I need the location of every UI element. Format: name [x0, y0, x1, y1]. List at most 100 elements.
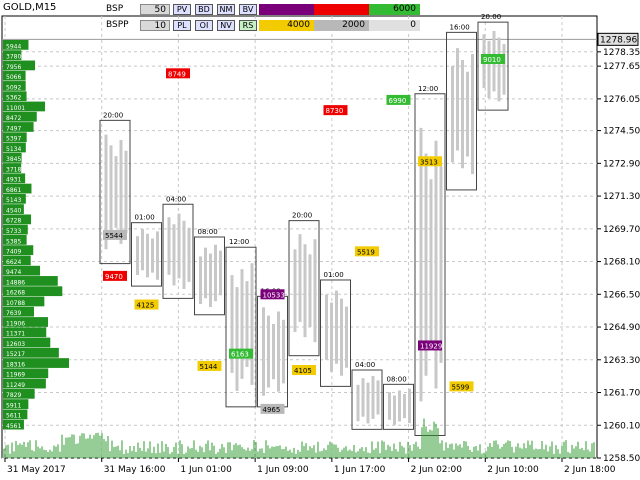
profile-bar-label: 4561 — [6, 423, 21, 430]
profile-bar-label: 5134 — [6, 146, 21, 153]
level-tag-label: 11929 — [420, 342, 442, 350]
level-tag-label: 9470 — [105, 273, 123, 281]
nm-button[interactable]: NM — [217, 4, 235, 15]
level-tag-label: 6990 — [389, 97, 407, 105]
profile-bar-label: 16268 — [6, 290, 25, 297]
color-level-10000: 10000 — [259, 4, 314, 15]
nv-button[interactable]: NV — [217, 20, 235, 31]
profile-bar — [3, 193, 26, 204]
profile-bar-label: 14886 — [6, 279, 25, 286]
profile-bar-label: 5944 — [6, 43, 21, 50]
profile-bar-label: 11906 — [6, 320, 25, 327]
profile-bar-label: 15217 — [6, 351, 25, 358]
profile-bar — [3, 337, 51, 348]
time-tick-label: 1 Jun 17:00 — [334, 465, 386, 475]
profile-bar — [3, 388, 35, 399]
profile-bar-label: 12603 — [6, 341, 25, 348]
profile-bar-label: 11001 — [6, 105, 25, 112]
session-box-label: 20:00 — [292, 212, 312, 220]
level-tag — [323, 105, 348, 116]
color-level-8000: 8000 — [314, 4, 369, 15]
session-box-label: 20:00 — [481, 13, 501, 21]
profile-bar-label: 11249 — [6, 382, 25, 389]
session-box — [225, 246, 257, 408]
session-box — [99, 119, 131, 265]
profile-bar-label: 3845 — [6, 156, 21, 163]
session-box — [288, 220, 320, 357]
level-tag — [134, 299, 159, 310]
session-box-label: 08:00 — [198, 228, 218, 236]
profile-bar-label: 6728 — [6, 218, 21, 225]
profile-bar — [3, 111, 37, 122]
time-tick-label: 2 Jun 10:00 — [487, 465, 539, 475]
time-tick-label: 2 Jun 18:00 — [564, 465, 616, 475]
time-tick-label: 1 Jun 09:00 — [257, 465, 309, 475]
profile-bar — [3, 245, 34, 256]
rs-button[interactable]: RS — [239, 20, 257, 31]
level-tag-label: 10533 — [263, 291, 285, 299]
level-tag-label: 4965 — [263, 406, 281, 414]
time-tick-label: 2 Jun 02:00 — [411, 465, 463, 475]
profile-bar — [3, 296, 45, 307]
price-tick-label: 1272.90 — [603, 159, 640, 169]
level-tag — [386, 94, 411, 105]
pv-button[interactable]: PV — [173, 4, 191, 15]
oi-button[interactable]: OI — [195, 20, 213, 31]
session-box — [477, 21, 509, 111]
profile-bar-label: 18316 — [6, 361, 25, 368]
profile-bar — [3, 81, 26, 91]
bsp-value-field[interactable]: 50 — [140, 4, 170, 15]
profile-bar-label: 4540 — [6, 207, 21, 214]
profile-bar-label: 5611 — [6, 413, 21, 420]
session-box — [446, 31, 477, 191]
profile-bar — [3, 317, 49, 327]
bspp-value-field[interactable]: 10 — [140, 20, 170, 31]
session-box — [131, 222, 162, 287]
profile-bar-label: 7639 — [6, 310, 21, 317]
profile-bar — [3, 419, 24, 430]
session-box-label: 04:00 — [166, 195, 186, 203]
bd-button[interactable]: BD — [195, 4, 213, 15]
profile-bar — [3, 255, 31, 266]
profile-bar-label: 11371 — [6, 331, 25, 338]
price-tick-label: 1276.05 — [603, 95, 640, 105]
profile-bar-label: 5733 — [6, 228, 21, 235]
bspp-label: BSPP — [106, 20, 129, 30]
profile-bar-label: 6624 — [6, 259, 21, 266]
profile-bar-label: 11969 — [6, 372, 25, 379]
profile-bar-label: 3718 — [6, 166, 21, 173]
time-tick-label: 31 May 16:00 — [104, 465, 166, 475]
level-tag — [229, 348, 253, 359]
profile-bar — [3, 235, 27, 245]
pl-button[interactable]: PL — [173, 20, 191, 31]
session-box-label: 20:00 — [103, 111, 123, 119]
profile-bar-label: 10788 — [6, 300, 25, 307]
profile-bar — [3, 152, 22, 163]
profile-bar-label: 7409 — [6, 249, 21, 256]
profile-bar — [3, 183, 32, 194]
price-tick-label: 1266.50 — [603, 290, 640, 300]
profile-bar — [3, 70, 26, 81]
profile-bar — [3, 306, 35, 317]
profile-bar-label: 9474 — [6, 269, 21, 276]
price-tick-label: 1263.30 — [603, 356, 640, 366]
price-tick-label: 1260.10 — [603, 421, 640, 431]
level-tag — [292, 365, 316, 376]
time-tick-label: 31 May 2017 — [7, 465, 66, 475]
bv-button[interactable]: BV — [239, 4, 257, 15]
level-tag-label: 5599 — [452, 383, 470, 391]
profile-bar — [3, 122, 34, 132]
level-tag — [418, 340, 442, 351]
profile-bar-label: 5092 — [6, 84, 21, 91]
profile-bar — [3, 40, 29, 50]
profile-bar — [3, 163, 22, 173]
level-tag — [355, 246, 379, 257]
profile-bar-label: 7497 — [6, 125, 21, 132]
profile-bar — [3, 101, 46, 112]
session-box — [351, 369, 383, 430]
level-tag — [197, 360, 222, 371]
profile-bar — [3, 214, 32, 225]
level-tag-label: 4105 — [294, 367, 312, 375]
